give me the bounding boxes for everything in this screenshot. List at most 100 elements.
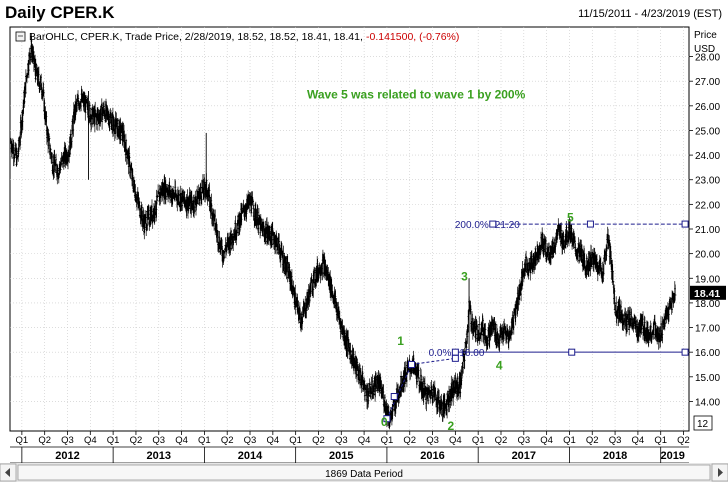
x-quarter-label: Q4 <box>175 435 188 446</box>
fib-handle <box>681 220 689 228</box>
annotations: Wave 5 was related to wave 1 by 200% 0 1 2 3… <box>307 87 574 432</box>
date-range: 11/15/2011 - 4/23/2019 (EST) <box>578 8 722 20</box>
y-axis: Price USD 14.00 15.00 16.00 17.00 18.00 19.00… <box>689 30 720 408</box>
arrow-right-icon <box>718 468 723 477</box>
wave1-handle <box>451 354 459 362</box>
x-quarter-label: Q4 <box>358 435 371 446</box>
x-year-label: 2017 <box>512 450 536 462</box>
x-quarter-label: Q2 <box>130 435 143 446</box>
note-text: Wave 5 was related to wave 1 by 200% <box>307 87 526 101</box>
last-price-marker: 18.41 <box>690 285 726 300</box>
last-price-value: 18.41 <box>694 288 720 300</box>
chart-header: Daily CPER.K 11/15/2011 - 4/23/2019 (EST… <box>0 0 728 28</box>
fib-handle <box>451 348 459 356</box>
y-tick-label: 28.00 <box>695 53 720 64</box>
x-quarter-label: Q4 <box>266 435 279 446</box>
y-tick-label: 18.00 <box>695 299 720 310</box>
x-quarter-label: Q2 <box>586 435 599 446</box>
y-axis-unit: USD <box>694 44 715 55</box>
legend-text: BarOHLC, CPER.K, Trade Price, 2/28/2019,… <box>29 31 363 43</box>
corner-box <box>693 415 713 431</box>
y-axis-title: Price <box>694 30 717 41</box>
y-tick-label: 24.00 <box>695 151 720 162</box>
x-quarter-label: Q2 <box>495 435 508 446</box>
x-quarter-label: Q2 <box>677 435 690 446</box>
data-period-label: 1869 Data Period <box>325 469 403 480</box>
x-quarter-label: Q4 <box>84 435 97 446</box>
wave-label: 0 <box>381 415 388 429</box>
x-quarter-label: Q1 <box>563 435 576 446</box>
x-quarter-label: Q2 <box>403 435 416 446</box>
x-year-label: 2014 <box>238 450 263 462</box>
x-quarter-label: Q2 <box>312 435 325 446</box>
axis-corner: 12 <box>693 415 713 431</box>
x-axis: Q1 Q2 Q3 Q4 Q1 Q2 Q3 Q4 Q1 Q2 Q3 Q4 Q1 Q2 Q3 Q4 Q1 Q2 Q3 Q4… <box>10 430 690 464</box>
y-tick-label: 21.00 <box>695 225 720 236</box>
x-quarter-label: Q3 <box>61 435 74 446</box>
fib-percent-label: 200.0% <box>455 220 489 231</box>
y-tick-label: 19.00 <box>695 274 720 285</box>
scrollbar-thumb[interactable] <box>17 464 711 481</box>
x-quarter-label: Q3 <box>609 435 622 446</box>
wave-label: 4 <box>496 358 503 372</box>
x-quarter-label: Q1 <box>381 435 394 446</box>
x-quarter-label: Q2 <box>221 435 234 446</box>
wave-label: 3 <box>461 270 468 284</box>
y-tick-label: 20.00 <box>695 250 720 261</box>
x-quarter-label: Q1 <box>16 435 29 446</box>
y-tick-label: 17.00 <box>695 324 720 335</box>
corner-value: 12 <box>697 419 709 430</box>
x-quarter-label: Q1 <box>107 435 120 446</box>
wave-label: 5 <box>567 211 574 225</box>
wave-label: 2 <box>447 419 454 433</box>
wave-label: 1 <box>397 334 404 348</box>
fib-lines: 0.0% 16.00 200.0% 21.20 <box>383 220 689 423</box>
scrollbar[interactable]: 1869 Data Period <box>0 463 728 482</box>
x-quarter-label: Q4 <box>632 435 645 446</box>
fib-handle <box>489 220 497 228</box>
x-year-label: 2012 <box>55 450 79 462</box>
fib-handle <box>568 348 576 356</box>
wave1-handle <box>390 393 398 401</box>
y-tick-label: 14.00 <box>695 397 720 408</box>
y-tick-label: 25.00 <box>695 126 720 137</box>
ohlc-bars <box>9 33 677 430</box>
legend-change: -0.141500, (-0.76%) <box>366 31 459 43</box>
wave1-extension-line <box>411 357 456 365</box>
bar-ohlc-icon <box>15 31 26 42</box>
x-year-label: 2018 <box>603 450 627 462</box>
x-quarter-label: Q3 <box>517 435 530 446</box>
y-tick-label: 23.00 <box>695 176 720 187</box>
arrow-left-icon <box>5 468 10 477</box>
x-year-label: 2013 <box>147 450 171 462</box>
x-quarter-label: Q3 <box>426 435 439 446</box>
x-quarter-label: Q3 <box>244 435 257 446</box>
legend-line: BarOHLC, CPER.K, Trade Price, 2/28/2019,… <box>15 31 459 43</box>
x-quarter-label: Q3 <box>335 435 348 446</box>
fib-handle <box>681 348 689 356</box>
last-price-box <box>690 285 726 300</box>
wave1-handle <box>383 415 391 423</box>
x-quarter-label: Q1 <box>472 435 485 446</box>
fib-percent-label: 0.0% <box>429 348 452 359</box>
x-year-label: 2019 <box>660 450 684 462</box>
ohlc-bar-series <box>9 33 677 430</box>
x-quarter-label: Q1 <box>289 435 302 446</box>
x-quarter-label: Q2 <box>38 435 51 446</box>
y-tick-label: 22.00 <box>695 200 720 211</box>
wave1-handle <box>408 360 416 368</box>
x-year-label: 2016 <box>420 450 444 462</box>
x-quarter-label: Q4 <box>449 435 462 446</box>
fib-value-label: 16.00 <box>459 348 484 359</box>
chart-title: Daily CPER.K <box>5 3 115 22</box>
x-quarter-label: Q1 <box>654 435 667 446</box>
y-tick-label: 15.00 <box>695 373 720 384</box>
y-tick-label: 27.00 <box>695 77 720 88</box>
fib-handle <box>586 220 594 228</box>
y-tick-label: 16.00 <box>695 348 720 359</box>
x-year-label: 2015 <box>329 450 353 462</box>
y-tick-label: 26.00 <box>695 102 720 113</box>
x-quarter-label: Q3 <box>152 435 165 446</box>
fib-value-label: 21.20 <box>495 220 520 231</box>
